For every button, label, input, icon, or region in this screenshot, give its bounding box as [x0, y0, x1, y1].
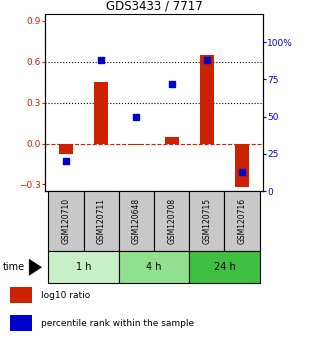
Text: GSM120648: GSM120648 [132, 198, 141, 244]
Title: GDS3433 / 7717: GDS3433 / 7717 [106, 0, 203, 13]
Text: 1 h: 1 h [76, 262, 91, 272]
Bar [200, 55, 214, 143]
Text: percentile rank within the sample: percentile rank within the sample [41, 319, 194, 328]
FancyBboxPatch shape [48, 191, 84, 251]
FancyBboxPatch shape [119, 191, 154, 251]
Text: GSM120716: GSM120716 [238, 198, 247, 244]
Text: 24 h: 24 h [213, 262, 235, 272]
Point [134, 114, 139, 119]
Bar [94, 82, 108, 143]
FancyBboxPatch shape [48, 251, 119, 283]
FancyBboxPatch shape [84, 191, 119, 251]
Bar [59, 143, 73, 154]
Point [169, 81, 174, 87]
Text: time: time [3, 262, 25, 272]
Text: GSM120711: GSM120711 [97, 198, 106, 244]
FancyBboxPatch shape [189, 191, 224, 251]
Bar [235, 143, 249, 187]
Point [64, 159, 69, 164]
FancyBboxPatch shape [154, 191, 189, 251]
FancyBboxPatch shape [119, 251, 189, 283]
Point [204, 57, 210, 63]
Text: 4 h: 4 h [146, 262, 162, 272]
Bar [10, 287, 31, 303]
FancyBboxPatch shape [224, 191, 260, 251]
Text: GSM120708: GSM120708 [167, 198, 176, 244]
Bar [10, 315, 31, 331]
Bar [165, 137, 179, 143]
Text: GSM120710: GSM120710 [62, 198, 71, 244]
Polygon shape [29, 259, 41, 275]
FancyBboxPatch shape [189, 251, 260, 283]
Text: log10 ratio: log10 ratio [41, 291, 90, 299]
Point [99, 57, 104, 63]
Bar [129, 143, 143, 145]
Text: GSM120715: GSM120715 [202, 198, 212, 244]
Point [239, 169, 245, 175]
